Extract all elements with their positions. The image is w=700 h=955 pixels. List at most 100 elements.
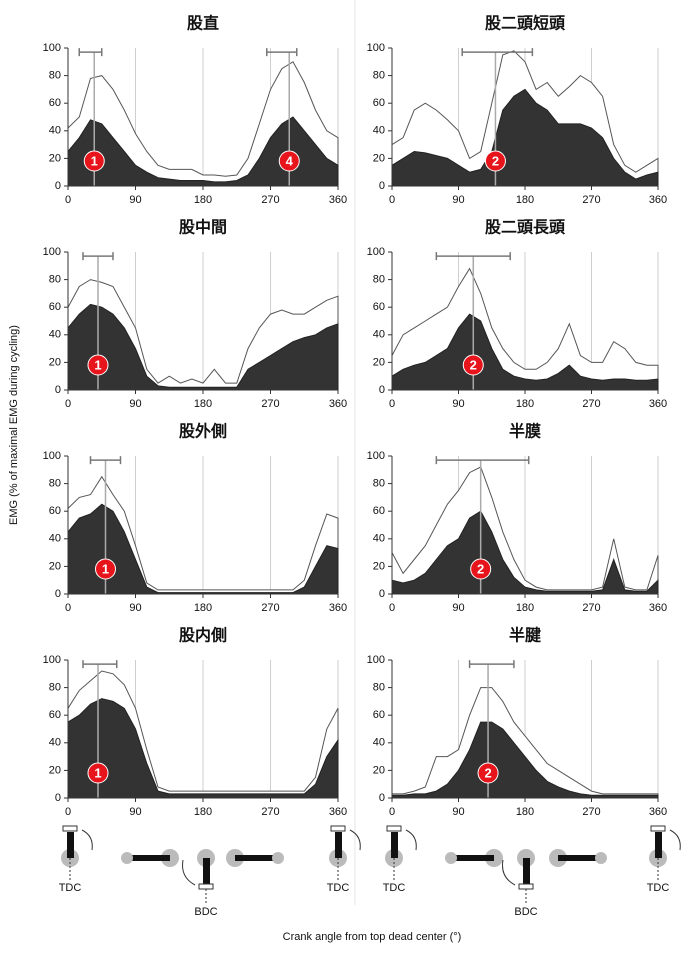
x-tick-label: 90 <box>452 194 464 206</box>
panel: 半膜 0 90 180 270 360 0 20 40 60 80 100 2 <box>367 422 668 614</box>
panel: 股中間 0 90 180 270 360 0 20 40 60 80 100 1 <box>43 218 348 410</box>
panel: 股内側 0 90 180 270 360 0 20 40 60 80 100 1 <box>43 626 348 818</box>
y-tick-label: 60 <box>49 505 61 517</box>
crank-tdc <box>61 825 93 880</box>
y-tick-label: 40 <box>373 737 385 749</box>
x-tick-label: 360 <box>329 806 347 818</box>
crank-label: TDC <box>647 882 670 894</box>
x-tick-label: 180 <box>516 602 534 614</box>
area-series <box>67 303 339 391</box>
peak-badge <box>484 150 506 172</box>
y-tick-label: 0 <box>55 792 61 804</box>
x-tick-label: 90 <box>452 806 464 818</box>
peak-badge <box>95 558 116 580</box>
panel: 股直 0 90 180 270 360 0 20 40 60 80 100 1 4 <box>43 14 348 206</box>
x-tick-label: 270 <box>261 398 279 410</box>
crank-tdc <box>385 825 417 880</box>
y-tick-label: 40 <box>49 533 61 545</box>
crank-bdc <box>502 849 535 905</box>
x-tick-label: 360 <box>649 398 667 410</box>
x-tick-label: 0 <box>389 194 395 206</box>
area-series <box>391 510 659 595</box>
x-axis-label: Crank angle from top dead center (°) <box>283 931 462 943</box>
y-tick-label: 60 <box>49 97 61 109</box>
area-series <box>67 698 339 799</box>
y-tick-label: 60 <box>373 505 385 517</box>
y-tick-label: 100 <box>43 654 61 666</box>
x-tick-label: 180 <box>194 398 212 410</box>
x-tick-label: 360 <box>649 806 667 818</box>
y-tick-label: 80 <box>373 478 385 490</box>
y-tick-label: 60 <box>373 301 385 313</box>
peak-badge-label: 4 <box>286 153 294 168</box>
panel-title: 股内側 <box>179 626 227 645</box>
y-tick-label: 0 <box>55 180 61 192</box>
y-tick-label: 20 <box>373 356 385 368</box>
x-tick-label: 90 <box>129 398 141 410</box>
x-tick-label: 270 <box>261 194 279 206</box>
y-tick-label: 20 <box>373 560 385 572</box>
peak-badge-label: 2 <box>470 357 477 372</box>
crank-label: BDC <box>514 906 537 918</box>
x-tick-label: 180 <box>516 398 534 410</box>
y-tick-label: 20 <box>49 764 61 776</box>
y-tick-label: 100 <box>367 450 385 462</box>
area-series <box>391 88 659 187</box>
area-series <box>391 721 659 799</box>
y-tick-label: 80 <box>49 274 61 286</box>
panel: 股外側 0 90 180 270 360 0 20 40 60 80 100 1 <box>43 422 348 614</box>
x-tick-label: 270 <box>582 806 600 818</box>
x-tick-label: 0 <box>389 602 395 614</box>
y-tick-label: 0 <box>55 588 61 600</box>
crank-label: BDC <box>194 906 217 918</box>
y-tick-label: 0 <box>379 180 385 192</box>
crank-90 <box>445 849 503 867</box>
area-series <box>67 503 339 595</box>
peak-badge <box>477 762 499 784</box>
x-tick-label: 180 <box>194 602 212 614</box>
peak-badge-label: 1 <box>94 765 101 780</box>
y-tick-label: 20 <box>373 764 385 776</box>
y-tick-label: 20 <box>49 152 61 164</box>
y-tick-label: 80 <box>49 478 61 490</box>
x-tick-label: 90 <box>129 602 141 614</box>
peak-badge-label: 1 <box>94 357 101 372</box>
x-tick-label: 270 <box>261 602 279 614</box>
y-tick-label: 0 <box>379 384 385 396</box>
y-tick-label: 80 <box>49 682 61 694</box>
y-tick-label: 100 <box>367 42 385 54</box>
x-tick-label: 270 <box>261 806 279 818</box>
x-tick-label: 90 <box>129 806 141 818</box>
x-tick-label: 360 <box>329 194 347 206</box>
peak-badge <box>470 558 492 580</box>
x-tick-label: 360 <box>649 602 667 614</box>
crank-label: TDC <box>59 882 82 894</box>
x-tick-label: 90 <box>452 602 464 614</box>
crank-tdc <box>649 825 681 880</box>
y-tick-label: 60 <box>373 709 385 721</box>
y-tick-label: 100 <box>43 42 61 54</box>
crank-tdc <box>329 825 361 880</box>
peak-badge <box>462 354 484 376</box>
x-tick-label: 0 <box>65 602 71 614</box>
y-tick-label: 20 <box>49 560 61 572</box>
x-tick-label: 0 <box>65 806 71 818</box>
panel: 半腱 0 90 180 270 360 0 20 40 60 80 100 2 <box>367 626 668 818</box>
area-series <box>391 313 659 391</box>
x-tick-label: 0 <box>65 194 71 206</box>
x-tick-label: 360 <box>329 602 347 614</box>
panel-title: 股二頭短頭 <box>485 14 566 33</box>
y-tick-label: 0 <box>379 792 385 804</box>
x-tick-label: 270 <box>582 398 600 410</box>
panel-title: 股中間 <box>179 218 227 237</box>
y-tick-label: 100 <box>367 246 385 258</box>
y-tick-label: 40 <box>49 125 61 137</box>
x-tick-label: 360 <box>329 398 347 410</box>
x-tick-label: 0 <box>389 398 395 410</box>
peak-badge-label: 1 <box>102 561 109 576</box>
peak-badge-label: 2 <box>492 153 499 168</box>
y-tick-label: 100 <box>367 654 385 666</box>
panel-title: 半腱 <box>509 626 542 645</box>
peak-badge <box>83 150 105 172</box>
